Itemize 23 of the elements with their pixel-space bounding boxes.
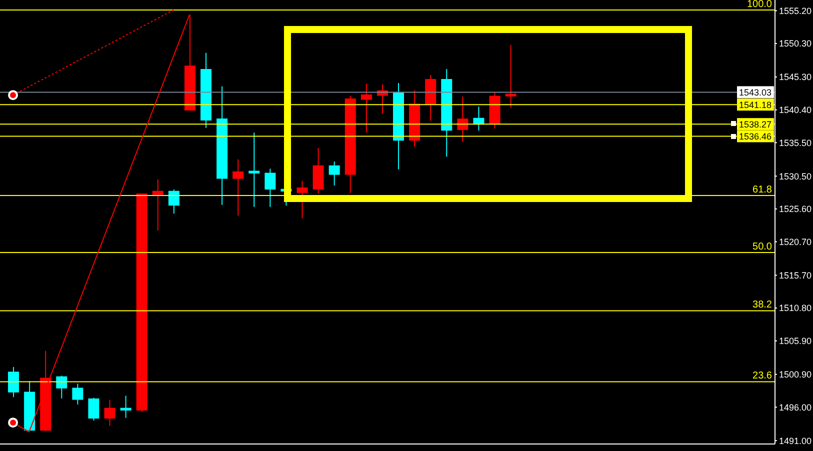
ref-line-label: 1536.46: [739, 132, 772, 142]
y-tick-label: 1520.70: [779, 236, 812, 247]
y-tick-label: 1540.40: [779, 105, 812, 116]
y-tick-label: 1510.80: [779, 303, 812, 314]
y-tick-label: 1525.60: [779, 204, 812, 214]
annotation: 100.0: [746, 0, 772, 10]
y-tick-label: 1500.90: [779, 370, 812, 380]
y-tick-label: 1535.50: [779, 138, 812, 148]
y-tick-label: 1496.00: [779, 402, 812, 412]
annotation: 50.0: [752, 241, 772, 252]
y-tick-label: 1545.30: [779, 72, 812, 82]
y-tick-label: 1555.20: [779, 6, 812, 16]
ref-line-label: 1543.03: [739, 88, 772, 98]
y-tick-label: 1550.30: [779, 38, 812, 49]
y-tick-label: 1530.50: [779, 171, 812, 182]
ref-line-label: 1538.27: [739, 120, 772, 130]
y-tick-label: 1505.90: [779, 336, 812, 346]
annotation: 38.2: [752, 300, 772, 311]
y-tick-label: 1491.00: [779, 436, 812, 446]
y-tick-label: 1515.70: [779, 270, 812, 280]
annotation: 61.8: [752, 184, 772, 196]
annotation: 23.6: [752, 370, 772, 382]
ref-line-label: 1541.18: [739, 100, 772, 110]
